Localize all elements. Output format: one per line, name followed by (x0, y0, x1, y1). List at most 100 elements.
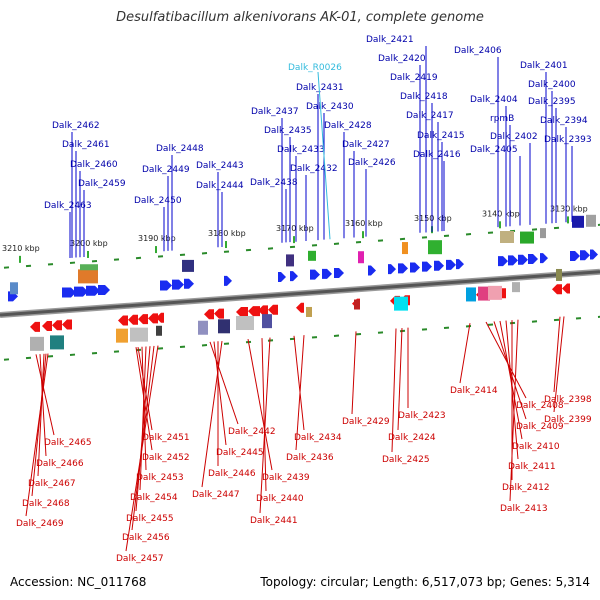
forward-gene-arrow (224, 275, 232, 286)
reverse-gene-label: Dalk_2413 (500, 504, 548, 514)
reverse-gene-connector (213, 341, 227, 446)
reverse-gene-connector (131, 345, 155, 531)
forward-gene-arrow (410, 262, 420, 273)
reverse-gene-label: Dalk_2399 (544, 415, 592, 425)
category-block (236, 316, 254, 331)
reverse-gene-connector (509, 319, 519, 502)
forward-gene-label: Dalk_2405 (470, 145, 518, 155)
rna-gene-label: Dalk_R0026 (288, 63, 342, 73)
reverse-gene-label: Dalk_2445 (216, 448, 264, 458)
reverse-gene-connector (261, 338, 267, 492)
reverse-gene-connector (141, 346, 147, 471)
forward-gene-arrow (86, 285, 100, 296)
position-label: 3160 kbp (345, 219, 383, 228)
position-label: 3180 kbp (208, 229, 246, 238)
position-label: 3190 kbp (138, 234, 176, 243)
reverse-gene-label: Dalk_2439 (262, 473, 310, 483)
reverse-gene-arrow (236, 307, 248, 318)
reverse-gene-connector (459, 323, 471, 384)
reverse-gene-arrow (30, 321, 40, 332)
reverse-gene-connector (295, 335, 305, 451)
reverse-gene-label: Dalk_2465 (44, 438, 92, 448)
forward-gene-label: Dalk_2431 (296, 83, 344, 93)
forward-gene-arrow (434, 260, 444, 271)
reverse-gene-label: Dalk_2468 (22, 499, 70, 509)
position-label: 3140 kbp (482, 209, 520, 218)
reverse-gene-arrow (52, 320, 62, 331)
reverse-gene-connector (553, 316, 561, 393)
reverse-gene-label: Dalk_2440 (256, 494, 304, 504)
category-block (130, 327, 148, 342)
forward-gene-label: Dalk_2427 (342, 140, 390, 150)
forward-gene-arrow (62, 287, 76, 298)
forward-gene-arrow (540, 253, 548, 264)
forward-gene-label: Dalk_2460 (70, 160, 118, 170)
category-block (262, 314, 272, 329)
reverse-gene-connector (125, 345, 159, 552)
position-label: 3210 kbp (2, 244, 40, 253)
map-title: Desulfatibacillum alkenivorans AK-01, co… (116, 10, 484, 25)
forward-gene-arrow (172, 279, 184, 290)
accession-text: Accession: NC_011768 (10, 575, 147, 589)
reverse-gene-connector (259, 337, 271, 514)
reverse-gene-label: Dalk_2434 (294, 433, 342, 443)
topology-text: Topology: circular; Length: 6,517,073 bp… (260, 575, 590, 589)
reverse-gene-label: Dalk_2398 (544, 395, 592, 405)
category-block (198, 320, 208, 335)
reverse-gene-connector (35, 354, 55, 436)
category-block (50, 335, 64, 350)
reverse-gene-connector (553, 316, 565, 413)
category-block (78, 269, 98, 284)
forward-gene-label: Dalk_2420 (378, 54, 426, 64)
category-block (358, 251, 364, 264)
forward-gene-label: Dalk_2419 (390, 73, 438, 83)
reverse-gene-label: Dalk_2409 (516, 422, 564, 432)
reverse-gene-connector (397, 328, 403, 431)
reverse-gene-connector (135, 346, 151, 512)
category-block (572, 215, 584, 228)
reverse-gene-label: Dalk_2469 (16, 519, 64, 529)
forward-gene-label: Dalk_2444 (196, 181, 244, 191)
forward-gene-label: Dalk_2435 (264, 126, 312, 136)
reverse-gene-arrow (148, 313, 158, 324)
forward-gene-arrow (528, 253, 538, 264)
forward-gene-arrow (160, 280, 172, 291)
category-block (556, 268, 562, 281)
position-label: 3130 kbp (550, 204, 588, 213)
reverse-gene-arrow (552, 284, 562, 295)
position-label: 3200 kbp (70, 239, 108, 248)
forward-gene-label: Dalk_2428 (324, 121, 372, 131)
category-block (394, 296, 408, 311)
reverse-gene-connector (137, 346, 153, 431)
forward-gene-arrow (368, 265, 376, 276)
category-block (156, 325, 162, 336)
reverse-gene-connector (25, 353, 49, 517)
forward-gene-label: Dalk_2461 (62, 140, 110, 150)
position-label: 3170 kbp (276, 224, 314, 233)
reverse-gene-label: Dalk_2442 (228, 427, 276, 437)
forward-gene-label: Dalk_2400 (528, 80, 576, 90)
reverse-gene-arrow (62, 319, 72, 330)
category-block (306, 306, 312, 317)
category-block (500, 231, 514, 243)
reverse-gene-label: Dalk_2454 (130, 493, 178, 503)
category-block (10, 282, 18, 295)
forward-gene-label: Dalk_2395 (528, 97, 576, 107)
forward-gene-label: Dalk_2418 (400, 92, 448, 102)
forward-gene-label: Dalk_2459 (78, 179, 126, 189)
forward-gene-arrow (498, 256, 508, 267)
forward-gene-arrow (518, 254, 528, 265)
rna-gene-connector (317, 71, 331, 240)
forward-gene-label: Dalk_2443 (196, 161, 244, 171)
forward-gene-label: Dalk_2402 (490, 132, 538, 142)
forward-gene-label: Dalk_2433 (277, 145, 325, 155)
forward-gene-arrow (388, 264, 396, 275)
reverse-gene-connector (37, 353, 45, 477)
forward-gene-label: Dalk_2401 (520, 61, 568, 71)
reverse-gene-arrow (42, 320, 52, 331)
reverse-gene-connector (209, 341, 239, 425)
forward-gene-label: Dalk_2438 (250, 178, 298, 188)
reverse-gene-connector (39, 354, 47, 457)
chromosome-backbone (0, 270, 600, 317)
